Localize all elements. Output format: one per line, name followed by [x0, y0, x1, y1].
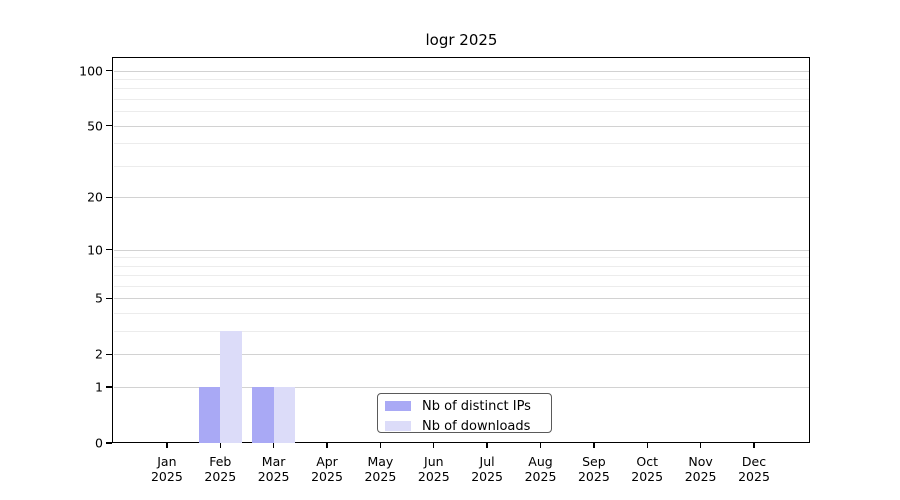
legend-swatch-distinct-ips	[385, 401, 411, 411]
x-axis-tick-label: May 2025	[350, 454, 410, 484]
x-axis-tick-label-month: Oct	[636, 454, 658, 469]
x-axis-tick	[379, 443, 382, 448]
bar-distinct-ips	[252, 387, 274, 443]
legend-label-downloads: Nb of downloads	[422, 418, 531, 434]
gridline-major	[114, 387, 809, 389]
gridline-minor	[114, 313, 809, 315]
y-axis-tick-label: 100	[79, 63, 103, 79]
gridline-minor	[114, 265, 809, 267]
x-axis-tick	[539, 443, 542, 448]
x-axis-tick-label-month: Mar	[261, 454, 286, 469]
x-axis-tick	[486, 443, 488, 448]
x-axis-tick	[753, 443, 755, 448]
bar-downloads	[220, 331, 242, 443]
y-axis-tick-label: 0	[95, 435, 103, 451]
x-axis-tick-label: Dec 2025	[724, 454, 784, 484]
x-axis-tick	[166, 443, 168, 448]
gridline-major	[114, 298, 809, 300]
x-axis-tick	[699, 443, 702, 448]
x-axis-tick-label-year: 2025	[524, 469, 557, 484]
gridline-minor	[114, 79, 809, 80]
gridline-major	[114, 249, 809, 251]
gridline-minor	[114, 331, 809, 333]
y-axis-tick	[106, 386, 112, 388]
x-axis-tick	[219, 443, 221, 448]
gridline-major	[114, 125, 809, 127]
legend: Nb of distinct IPs Nb of downloads	[377, 393, 552, 433]
y-axis-tick-label: 1	[95, 379, 103, 395]
y-axis-tick	[106, 125, 112, 127]
x-axis-tick-label-year: 2025	[684, 469, 717, 484]
bar-distinct-ips	[198, 387, 221, 443]
x-axis-tick-label-year: 2025	[257, 469, 290, 484]
y-axis-tick	[106, 297, 112, 300]
chart-title: logr 2025	[425, 31, 498, 49]
x-axis-tick-label-month: Apr	[316, 454, 338, 469]
x-axis-tick-label-month: Dec	[741, 454, 767, 469]
x-axis-tick	[433, 443, 435, 448]
y-axis-tick-label: 50	[87, 118, 103, 134]
gridline-major	[114, 70, 809, 72]
x-axis-tick-label: Oct 2025	[617, 454, 677, 484]
x-axis-tick-label-year: 2025	[631, 469, 664, 484]
x-axis-tick-label-year: 2025	[204, 469, 237, 484]
x-axis-tick-label-year: 2025	[417, 469, 450, 484]
x-axis-tick-label-year: 2025	[150, 469, 183, 484]
x-axis-tick	[593, 443, 595, 448]
y-axis-tick-label: 10	[87, 242, 103, 257]
x-axis-tick-label: Jan 2025	[137, 454, 197, 484]
x-axis-tick-label: Mar 2025	[244, 454, 304, 484]
gridline-minor	[114, 143, 809, 145]
x-axis-tick-label-month: May	[367, 454, 394, 469]
gridline-major	[114, 354, 809, 356]
x-axis-tick-label-year: 2025	[577, 469, 610, 484]
x-axis-tick-label: Jun 2025	[404, 454, 464, 484]
y-axis-tick-label: 5	[95, 290, 103, 306]
x-axis-tick-label: Jul 2025	[457, 454, 517, 484]
x-axis-tick-label-year: 2025	[311, 469, 343, 484]
x-axis-tick-label-month: Jun	[424, 454, 444, 469]
y-axis-tick	[106, 353, 112, 355]
x-axis-tick-label-year: 2025	[364, 469, 397, 484]
gridline-minor	[114, 286, 809, 287]
legend-item-distinct-ips: Nb of distinct IPs	[378, 398, 551, 414]
gridline-minor	[114, 257, 809, 259]
y-axis-tick	[106, 248, 112, 251]
y-axis-tick	[106, 442, 112, 444]
x-axis-tick-label: Aug 2025	[511, 454, 571, 484]
x-axis-tick-label-month: Feb	[209, 454, 232, 469]
gridline-major	[114, 197, 809, 199]
gridline-minor	[114, 165, 809, 167]
gridline-minor	[114, 111, 809, 113]
x-axis-tick-label-month: Nov	[688, 454, 713, 469]
x-axis-tick-label-year: 2025	[471, 469, 503, 484]
gridline-minor	[114, 275, 809, 277]
gridline-minor	[114, 99, 809, 100]
x-axis-tick-label: Feb 2025	[190, 454, 250, 484]
bar-downloads	[273, 387, 295, 443]
x-axis-tick	[326, 443, 328, 448]
x-axis-tick-label-month: Aug	[528, 454, 553, 469]
y-axis-tick	[106, 196, 112, 198]
y-axis-tick-label: 2	[95, 346, 103, 362]
x-axis-tick	[646, 443, 648, 448]
legend-swatch-downloads	[385, 421, 411, 431]
x-axis-tick-label-year: 2025	[738, 469, 770, 484]
x-axis-tick-label-month: Jan	[157, 454, 177, 469]
y-axis-tick	[106, 69, 112, 72]
legend-label-distinct-ips: Nb of distinct IPs	[422, 398, 531, 414]
x-axis-tick-label-month: Jul	[479, 454, 495, 469]
x-axis-tick	[272, 443, 275, 448]
x-axis-tick-label: Apr 2025	[297, 454, 357, 484]
x-axis-tick-label: Nov 2025	[671, 454, 731, 484]
y-axis-tick-label: 20	[87, 189, 103, 205]
x-axis-tick-label-month: Sep	[582, 454, 606, 469]
gridline-minor	[114, 88, 809, 90]
legend-item-downloads: Nb of downloads	[378, 418, 551, 434]
x-axis-tick-label: Sep 2025	[564, 454, 624, 484]
